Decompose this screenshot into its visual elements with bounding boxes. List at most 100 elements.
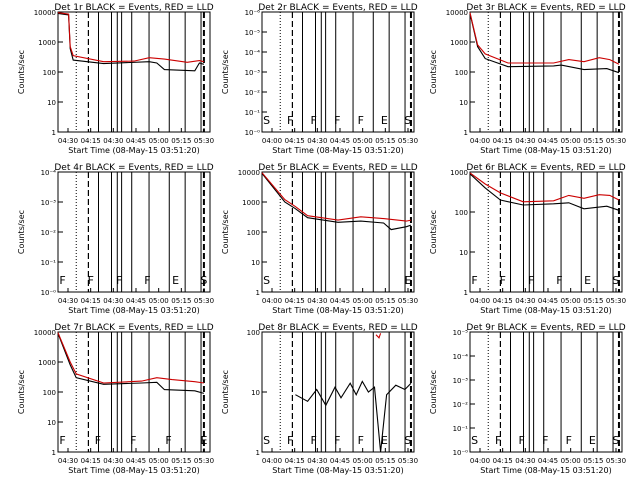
flag-label: F	[130, 434, 136, 447]
y-tick-label: 10⁻⁰	[41, 289, 57, 297]
panel-8: Det 8r BLACK = Events, RED = LLD Counts/s…	[221, 323, 418, 475]
flag-label: E	[584, 274, 591, 287]
flag-label: F	[287, 434, 293, 447]
flag-label: F	[500, 274, 506, 287]
panel-title: Det 4r BLACK = Events, RED = LLD	[54, 163, 213, 173]
flag-label: F	[358, 434, 364, 447]
lld-series-line	[261, 172, 412, 222]
x-tick-label: 04:45	[538, 297, 558, 305]
x-tick-label: 05:15	[375, 457, 395, 465]
x-tick-label: 05:00	[353, 137, 373, 145]
flag-label: F	[116, 274, 122, 287]
x-tick-label: 04:30	[307, 457, 327, 465]
panel-title: Det 5r BLACK = Events, RED = LLD	[258, 163, 417, 173]
lld-series-line	[469, 12, 620, 65]
flag-label: F	[165, 434, 171, 447]
y-axis-label: Counts/sec	[221, 50, 230, 94]
x-tick-label: 04:30	[103, 297, 123, 305]
x-tick-label: 04:15	[493, 137, 513, 145]
y-tick-label: 10⁻¹	[245, 109, 261, 117]
panel-title: Det 2r BLACK = Events, RED = LLD	[258, 3, 417, 13]
x-tick-label: 04:45	[330, 297, 350, 305]
lld-series-line	[57, 332, 204, 384]
x-tick-label: 04:00	[262, 457, 282, 465]
x-tick-label: 05:15	[583, 137, 603, 145]
flag-label: E	[404, 274, 411, 287]
panel-title: Det 7r BLACK = Events, RED = LLD	[54, 323, 213, 333]
y-tick-label: 10⁻²	[453, 401, 469, 409]
x-tick-label: 05:30	[398, 297, 418, 305]
y-tick-label: 10⁻³	[245, 69, 261, 77]
panel-title: Det 6r BLACK = Events, RED = LLD	[466, 163, 625, 173]
x-tick-label: 05:15	[171, 137, 191, 145]
y-tick-label: 10⁻³	[41, 199, 57, 207]
x-tick-label: 05:30	[194, 137, 214, 145]
panel-3: Det 3r BLACK = Events, RED = LLD Counts/s…	[429, 3, 626, 155]
x-tick-label: 05:00	[353, 457, 373, 465]
events-series-line	[57, 333, 205, 394]
x-tick-label: 04:00	[470, 297, 490, 305]
y-tick-label: 10⁻⁴	[453, 353, 469, 361]
x-tick-label: 05:15	[171, 457, 191, 465]
flag-label: S	[612, 434, 619, 447]
x-tick-label: 05:15	[375, 137, 395, 145]
x-axis-label: Start Time (08-May-15 03:51:20)	[68, 306, 199, 315]
panel-4: Det 4r BLACK = Events, RED = LLD Counts/s…	[17, 163, 214, 315]
x-tick-label: 04:30	[103, 137, 123, 145]
panel-title: Det 1r BLACK = Events, RED = LLD	[54, 3, 213, 13]
lld-series-line	[57, 12, 205, 63]
y-tick-label: 1	[464, 289, 468, 297]
y-tick-label: 10⁻⁵	[245, 29, 261, 37]
flag-label: F	[556, 274, 562, 287]
flag-label: F	[287, 114, 293, 127]
flag-label: E	[172, 274, 179, 287]
flag-label: S	[263, 434, 270, 447]
flag-label: S	[612, 274, 619, 287]
x-tick-label: 05:00	[561, 457, 581, 465]
x-tick-label: 04:45	[538, 137, 558, 145]
flag-label: S	[263, 114, 270, 127]
y-tick-label: 100	[455, 69, 468, 77]
x-tick-label: 05:15	[583, 457, 603, 465]
y-tick-label: 10000	[34, 329, 56, 337]
flag-label: E	[589, 434, 596, 447]
y-axis-label: Counts/sec	[17, 50, 26, 94]
x-tick-label: 04:15	[493, 457, 513, 465]
x-tick-label: 04:30	[58, 457, 78, 465]
x-tick-label: 04:00	[470, 137, 490, 145]
y-tick-label: 10⁻¹	[453, 425, 469, 433]
x-axis-label: Start Time (08-May-15 03:51:20)	[272, 306, 403, 315]
flag-label: S	[471, 434, 478, 447]
y-axis-label: Counts/sec	[17, 370, 26, 414]
x-axis-label: Start Time (08-May-15 03:51:20)	[68, 146, 199, 155]
y-tick-label: 100	[43, 69, 56, 77]
y-tick-label: 1000	[38, 359, 56, 367]
flag-label: F	[311, 114, 317, 127]
x-tick-label: 04:15	[285, 137, 305, 145]
x-tick-label: 05:15	[583, 297, 603, 305]
y-axis-label: Counts/sec	[221, 370, 230, 414]
y-tick-label: 1	[52, 449, 56, 457]
y-axis-label: Counts/sec	[17, 210, 26, 254]
x-axis-label: Start Time (08-May-15 03:51:20)	[480, 466, 611, 475]
x-axis-label: Start Time (08-May-15 03:51:20)	[480, 146, 611, 155]
y-tick-label: 10⁻²	[245, 89, 261, 97]
y-axis-label: Counts/sec	[429, 210, 438, 254]
x-tick-label: 04:15	[285, 297, 305, 305]
flag-label: F	[144, 274, 150, 287]
plot-frame	[261, 171, 415, 293]
y-tick-label: 100	[247, 329, 260, 337]
panel-7: Det 7r BLACK = Events, RED = LLD Counts/s…	[17, 323, 214, 475]
x-tick-label: 04:30	[58, 297, 78, 305]
plot-frame	[469, 331, 623, 453]
events-series-line	[469, 173, 620, 211]
y-tick-label: 1	[256, 449, 260, 457]
x-tick-label: 04:45	[126, 297, 146, 305]
y-tick-label: 100	[455, 209, 468, 217]
y-tick-label: 10	[47, 419, 56, 427]
x-tick-label: 05:00	[353, 297, 373, 305]
panel-6: Det 6r BLACK = Events, RED = LLD Counts/s…	[429, 163, 626, 315]
y-tick-label: 1	[464, 129, 468, 137]
x-tick-label: 04:15	[493, 297, 513, 305]
plot-frame	[469, 171, 623, 293]
